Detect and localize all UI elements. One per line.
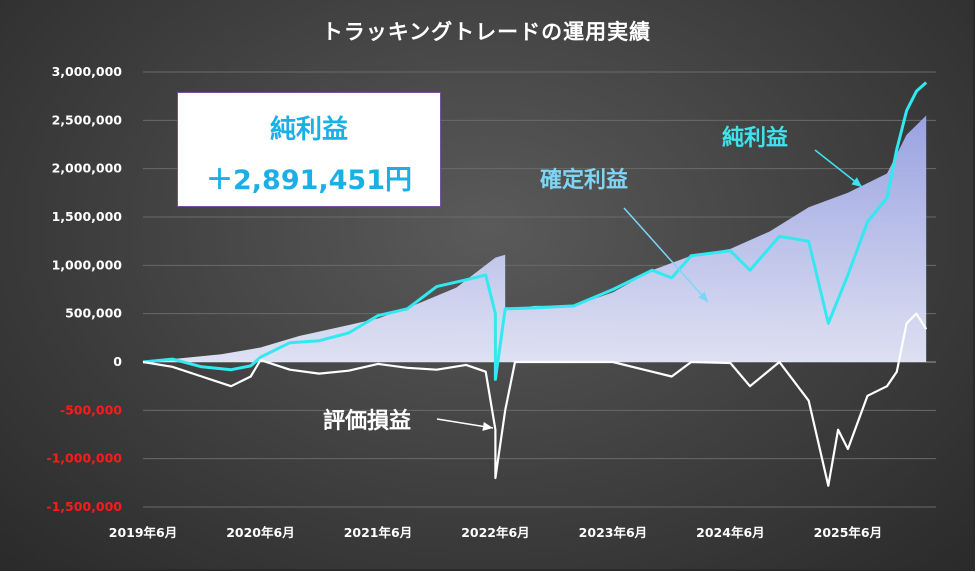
realized-profit-annotation: 確定利益 xyxy=(540,168,629,193)
y-tick-label: 2,500,000 xyxy=(52,112,123,127)
annotation-arrows xyxy=(436,149,863,431)
series-net-profit-line xyxy=(142,81,928,381)
series-unrealized-line xyxy=(142,312,928,487)
net-profit-summary-box: 純利益 ＋2,891,451円 xyxy=(177,92,441,207)
x-tick-label: 2024年6月 xyxy=(696,525,765,540)
y-tick-label: 3,000,000 xyxy=(52,64,123,79)
y-tick-label: 1,000,000 xyxy=(52,257,123,272)
y-tick-label: 1,500,000 xyxy=(52,209,123,224)
net-profit-box-title: 純利益 xyxy=(269,115,348,145)
series-realized-profit-area xyxy=(143,115,927,362)
series-lines-layer xyxy=(142,81,928,487)
y-axis-ticks: 3,000,000 2,500,000 2,000,000 1,500,000 1,00… xyxy=(46,64,122,514)
y-tick-label: 0 xyxy=(113,354,122,369)
chart-title: トラッキングトレードの運用実績 xyxy=(321,20,652,44)
unrealized-pl-annotation: 評価損益 xyxy=(323,409,412,434)
x-tick-label: 2020年6月 xyxy=(226,525,295,540)
x-tick-label: 2022年6月 xyxy=(461,525,530,540)
x-tick-label: 2025年6月 xyxy=(814,525,883,540)
y-tick-label: -1,500,000 xyxy=(46,499,122,514)
unrealized-pl-arrow-head xyxy=(482,422,493,431)
x-tick-label: 2019年6月 xyxy=(109,525,178,540)
y-tick-label: -1,000,000 xyxy=(46,451,122,466)
x-tick-label: 2023年6月 xyxy=(579,525,648,540)
net-profit-annotation: 純利益 xyxy=(722,126,789,151)
y-tick-label: 500,000 xyxy=(65,306,122,321)
realized-area-layer xyxy=(143,115,927,362)
realized-profit-arrow-head xyxy=(698,291,708,302)
y-tick-label: -500,000 xyxy=(60,402,122,417)
x-axis-ticks: 2019年6月 2020年6月 2021年6月 2022年6月 2023年6月 2024年… xyxy=(109,525,882,540)
realized-profit-arrow xyxy=(623,207,709,303)
y-tick-label: 2,000,000 xyxy=(52,161,123,176)
net-profit-box-value: ＋2,891,451円 xyxy=(205,165,413,196)
net-profit-arrow-head xyxy=(851,177,862,187)
x-tick-label: 2021年6月 xyxy=(344,525,413,540)
